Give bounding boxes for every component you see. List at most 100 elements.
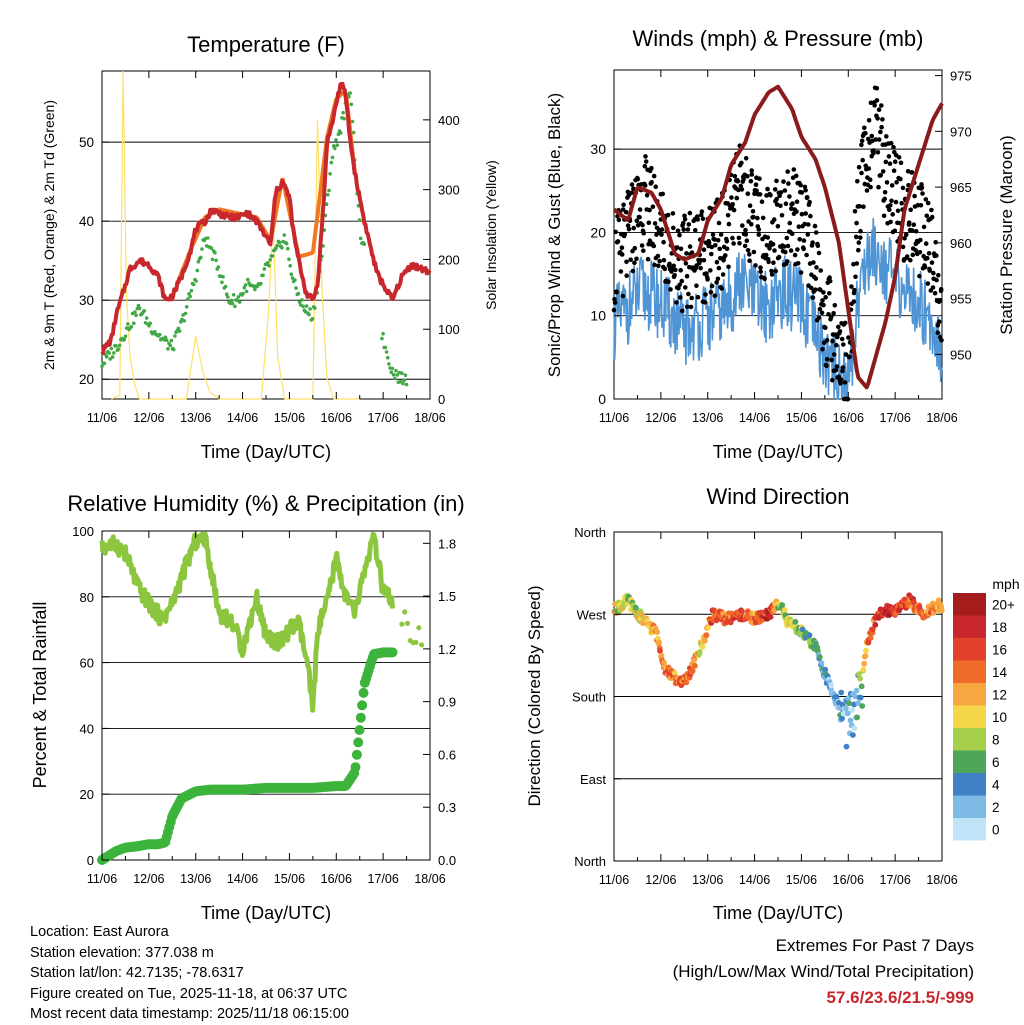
precip-point [353, 737, 364, 748]
gust-point [785, 169, 790, 174]
gust-point [662, 266, 668, 272]
gust-point [657, 258, 662, 264]
gust-point [739, 160, 744, 166]
gust-point [706, 240, 712, 246]
colorbar-label: 2 [992, 800, 1000, 815]
direction-point [863, 647, 869, 654]
gust-point [682, 213, 687, 219]
gust-point [930, 285, 936, 290]
gust-point [613, 229, 618, 235]
gust-point [611, 307, 617, 313]
gust-point [724, 246, 730, 252]
gust-point [767, 246, 772, 251]
gust-point [863, 163, 868, 169]
gust-point [875, 116, 880, 121]
gust-point [784, 235, 790, 241]
gust-point [838, 377, 844, 383]
direction-point [843, 705, 849, 712]
gust-point [935, 323, 941, 328]
temperature-panel: 11/06 12/06 13/06 14/06 15/06 16/06 17/06 18/06… [41, 32, 499, 462]
gust-point [929, 260, 935, 265]
gust-point [911, 222, 917, 227]
gust-point [888, 219, 893, 225]
gust-point [619, 245, 625, 250]
gust-point [652, 221, 658, 226]
gust-point [927, 268, 933, 273]
dewpoint-point [293, 278, 297, 282]
wind-speed-line [613, 217, 943, 400]
dewpoint-point [173, 334, 177, 338]
gust-point [629, 190, 634, 196]
dewpoint-point [286, 246, 290, 251]
direction-point [867, 635, 874, 641]
humidity-ylabel: Percent & Total Rainfall [30, 602, 50, 789]
dewpoint-point [277, 240, 282, 245]
dewpoint-point [391, 373, 396, 377]
dewpoint-point [380, 336, 384, 341]
gust-point [756, 227, 762, 232]
x-tick-label: 16/06 [321, 411, 352, 425]
gust-point [655, 253, 661, 259]
colorbar-label: 20+ [992, 597, 1015, 612]
gust-point [612, 300, 618, 305]
gust-point [858, 228, 863, 234]
gust-point [659, 227, 665, 232]
gust-point [884, 180, 890, 185]
gust-point [892, 159, 898, 164]
winds-ylabel-right: Station Pressure (Maroon) [997, 135, 1016, 334]
extremes-box: Extremes For Past 7 Days (High/Low/Max W… [673, 933, 974, 1011]
gust-point [887, 161, 893, 166]
gust-point [839, 336, 845, 342]
gust-point [639, 243, 645, 248]
gust-point [876, 107, 882, 112]
colorbar-swatch [953, 660, 986, 683]
gust-point [753, 263, 758, 268]
dewpoint-point [196, 259, 201, 264]
gust-point [756, 232, 762, 237]
gust-point [702, 300, 708, 305]
dewpoint-point [220, 280, 224, 285]
gust-point [846, 335, 851, 340]
dewpoint-point [296, 291, 301, 296]
dewpoint-point [328, 172, 332, 176]
x-tick-label: 12/06 [645, 873, 676, 887]
y-tick-label: 20 [590, 224, 606, 240]
gust-point [649, 165, 654, 171]
station-info: Location: East Aurora Station elevation:… [30, 922, 349, 1025]
gust-point [820, 298, 825, 303]
colorbar-label: 8 [992, 732, 1000, 747]
gust-point [865, 136, 871, 142]
dewpoint-point [326, 193, 330, 197]
direction-point [683, 679, 690, 686]
dewpoint-point [327, 188, 331, 193]
gust-point [834, 342, 839, 348]
gust-point [910, 228, 915, 233]
gust-point [932, 290, 938, 296]
gust-point [807, 199, 812, 205]
dewpoint-point [282, 233, 287, 237]
gust-point [760, 215, 766, 221]
x-tick-label: 11/06 [599, 873, 629, 887]
gust-point [852, 209, 858, 214]
colorbar-swatch [953, 818, 986, 841]
gust-point [935, 330, 940, 336]
y-tick-label: 50 [79, 135, 94, 150]
gust-point [744, 238, 750, 243]
gust-point [748, 178, 754, 184]
dewpoint-point [183, 311, 188, 316]
gust-point [798, 270, 804, 275]
gust-point [687, 244, 693, 249]
direction-point [857, 675, 863, 682]
y-tick-label: 30 [79, 293, 94, 308]
gust-point [716, 265, 722, 271]
gust-point [782, 188, 788, 193]
dewpoint-point [307, 312, 311, 317]
direction-point [839, 715, 845, 722]
dewpoint-point [287, 257, 291, 262]
gust-point [678, 268, 683, 273]
direction-point [806, 632, 813, 639]
wind-direction-panel: 11/06 12/06 13/06 14/06 15/06 16/06 17/06 18/06… [525, 484, 1020, 923]
direction-point [840, 710, 847, 717]
gust-point [938, 287, 944, 292]
gust-point [913, 229, 919, 234]
